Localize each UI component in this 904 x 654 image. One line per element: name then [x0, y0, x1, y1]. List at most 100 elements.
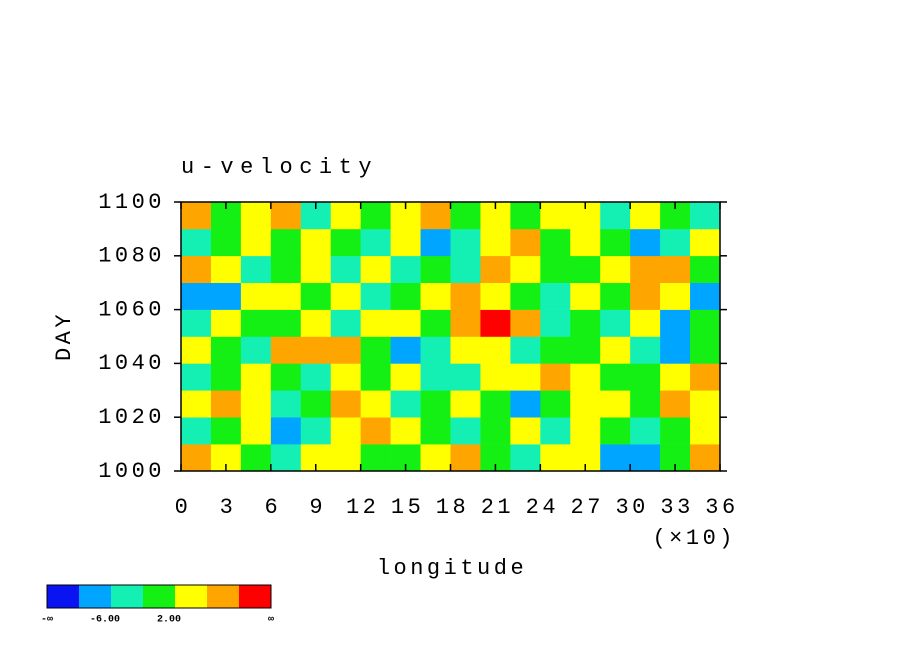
heat-cell [270, 202, 302, 230]
heat-cell [690, 444, 721, 472]
heat-cell [660, 417, 691, 445]
colorbar-label: -∞ [41, 615, 53, 626]
heat-cell [480, 336, 511, 364]
x-tick-label: 21 [481, 495, 514, 520]
heat-cell [240, 202, 272, 230]
heat-cell [690, 363, 721, 391]
heat-cell [210, 255, 242, 283]
colorbar-swatch [47, 585, 80, 608]
heat-cell [480, 309, 511, 337]
x-tick-label: 6 [264, 495, 281, 520]
x-tick-label: 12 [346, 495, 379, 520]
x-tick-label: 15 [391, 495, 424, 520]
heat-cell [300, 255, 332, 283]
heat-cell [360, 417, 391, 445]
heat-cell [510, 202, 541, 230]
colorbar-frame [46, 584, 272, 609]
x-axis-label: longitude [377, 556, 527, 581]
colorbar-label: ∞ [268, 615, 274, 626]
heat-cell [181, 282, 212, 310]
heat-cell [300, 390, 332, 418]
heat-cell [210, 336, 242, 364]
chart-title: u-velocity [181, 155, 378, 180]
x-tick-label: 18 [436, 495, 469, 520]
heat-cell [210, 228, 242, 257]
heat-cell [270, 228, 302, 257]
heat-cell [240, 336, 272, 364]
heat-cell [510, 228, 541, 257]
heat-cell [181, 363, 212, 391]
heat-cell [600, 444, 631, 472]
heat-cell [420, 255, 451, 283]
heat-cell [630, 202, 661, 230]
heat-cell [450, 336, 481, 364]
heat-cell [600, 282, 631, 310]
heat-cell [690, 228, 721, 257]
heat-cell [690, 417, 721, 445]
heat-cell [300, 363, 332, 391]
heat-cell [240, 363, 272, 391]
heat-cell [600, 255, 631, 283]
heat-cell [300, 228, 332, 257]
heat-cell [690, 282, 721, 310]
heat-cell [330, 363, 361, 391]
heat-cell [240, 390, 272, 418]
colorbar-label: 2.00 [157, 615, 181, 626]
heat-cell [270, 363, 302, 391]
heat-cell [330, 309, 361, 337]
x-tick-label: 3 [220, 495, 237, 520]
heat-cell [600, 309, 631, 337]
heat-cell [181, 202, 212, 230]
y-tick-label: 1020 [98, 405, 165, 430]
heat-cell [181, 444, 212, 472]
heat-cell [630, 282, 661, 310]
heat-cell [450, 444, 481, 472]
y-tick-label: 1080 [98, 244, 165, 269]
heat-cell [210, 417, 242, 445]
heat-cell [270, 255, 302, 283]
heat-cell [390, 282, 421, 310]
x-tick-label: 24 [526, 495, 559, 520]
heat-cell [540, 336, 571, 364]
heat-cell [510, 390, 541, 418]
heat-cell [330, 390, 361, 418]
heat-cell [480, 363, 511, 391]
heat-cell [480, 255, 511, 283]
heat-cell [690, 255, 721, 283]
heat-cell [181, 390, 212, 418]
heat-cell [480, 417, 511, 445]
colorbar-swatch [111, 585, 144, 608]
heat-cell [420, 390, 451, 418]
heat-cell [630, 390, 661, 418]
heat-cell [480, 228, 511, 257]
heat-cell [450, 363, 481, 391]
heat-cell [510, 309, 541, 337]
heat-cell [540, 228, 571, 257]
heat-cell [240, 417, 272, 445]
heat-cell [240, 228, 272, 257]
heat-cell [210, 390, 242, 418]
heat-cell [360, 363, 391, 391]
heat-cell [420, 309, 451, 337]
heat-cell [450, 255, 481, 283]
colorbar-swatch [207, 585, 240, 608]
heat-cell [420, 417, 451, 445]
heat-cell [450, 390, 481, 418]
heat-cell [300, 309, 332, 337]
y-axis-label: DAY [52, 311, 77, 361]
heat-cell [630, 255, 661, 283]
heat-cell [181, 417, 212, 445]
colorbar-swatch [79, 585, 112, 608]
heat-cell [660, 363, 691, 391]
heat-cell [240, 309, 272, 337]
heat-cell [600, 202, 631, 230]
heat-cell [390, 336, 421, 364]
heat-cell [390, 417, 421, 445]
heat-cell [360, 336, 391, 364]
heat-cell [660, 255, 691, 283]
heat-cell [630, 228, 661, 257]
heat-cell [270, 309, 302, 337]
heat-cell [630, 417, 661, 445]
heat-cell [660, 390, 691, 418]
heat-cell [540, 390, 571, 418]
